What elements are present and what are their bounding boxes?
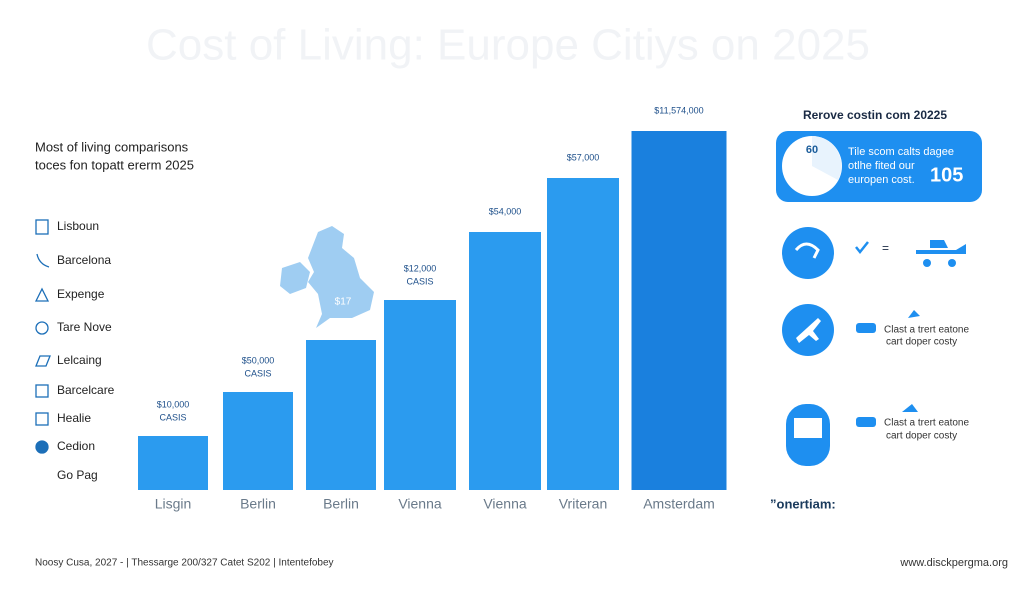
icon xyxy=(856,417,876,427)
icon xyxy=(916,240,966,254)
subtitle: Most of living comparisons xyxy=(35,139,189,154)
bar xyxy=(469,232,541,490)
card-number: 105 xyxy=(930,164,963,186)
annotation: CASIS xyxy=(406,276,433,286)
bar xyxy=(384,300,456,490)
footer: www.disckpergma.org xyxy=(899,557,1008,569)
row-text: cart doper costy xyxy=(886,431,957,442)
icon xyxy=(948,259,956,267)
badge: 60 xyxy=(806,144,818,156)
annotation: $57,000 xyxy=(567,152,600,162)
annotation: $54,000 xyxy=(489,206,522,216)
x-tick-label: Berlin xyxy=(323,496,359,512)
side-item[interactable]: Healie xyxy=(57,411,91,425)
row-text: Clast a trert eatone xyxy=(884,418,969,429)
icon xyxy=(794,418,822,438)
side-item[interactable]: Lelcaing xyxy=(57,353,102,367)
annotation: CASIS xyxy=(159,412,186,422)
side-item[interactable]: Barcelona xyxy=(57,253,111,267)
bar xyxy=(223,392,293,490)
panel-footer: ”onertiam: xyxy=(770,496,836,511)
x-tick-label: Amsterdam xyxy=(643,496,715,512)
panel-title: Rerove costin com 20225 xyxy=(803,108,947,122)
x-tick-label: Berlin xyxy=(240,496,276,512)
bar xyxy=(631,131,727,490)
card-text: europen cost. xyxy=(848,174,915,186)
side-item[interactable]: Expenge xyxy=(57,287,105,301)
subtitle: toces fon topatt ererm 2025 xyxy=(35,157,194,172)
icon xyxy=(35,321,49,335)
annotation: $50,000 xyxy=(242,355,275,365)
side-item[interactable]: Tare Nove xyxy=(57,320,112,334)
x-tick-label: Lisgin xyxy=(155,496,192,512)
x-tick-label: Vienna xyxy=(398,496,442,512)
side-item[interactable]: Lisboun xyxy=(57,219,99,233)
icon xyxy=(36,253,50,268)
icon xyxy=(856,323,876,333)
map xyxy=(280,226,374,328)
bar xyxy=(547,178,619,490)
icon xyxy=(794,242,820,259)
icon xyxy=(35,412,49,426)
icon xyxy=(923,259,931,267)
annotation: $10,000 xyxy=(157,399,190,409)
card-text: Tile scom calts dagee xyxy=(848,146,954,158)
icon xyxy=(782,227,834,279)
side-item[interactable]: Cedion xyxy=(57,439,95,453)
bar xyxy=(138,436,208,490)
icon xyxy=(796,318,821,343)
map-label: $17 xyxy=(335,297,352,308)
icon xyxy=(35,384,49,398)
annotation: $11,574,000 xyxy=(654,105,703,115)
side-item[interactable]: Go Pag xyxy=(57,468,98,482)
gauge-slice xyxy=(812,136,842,180)
bar xyxy=(306,340,376,490)
icon xyxy=(35,440,49,454)
side-item[interactable]: Barcelcare xyxy=(57,383,115,397)
icon xyxy=(34,287,50,302)
chart-title: Cost of Living: Europe Citiys on 2025 xyxy=(146,21,870,70)
sidebar xyxy=(34,219,51,454)
icon xyxy=(35,219,49,235)
annotation: CASIS xyxy=(244,368,271,378)
icon xyxy=(855,241,869,255)
row-text: Clast a trert eatone xyxy=(884,325,969,336)
footer: Noosy Cusa, 2027 - | Thessarge 200/327 C… xyxy=(35,558,334,569)
icon xyxy=(902,404,918,412)
annotation: $12,000 xyxy=(404,263,437,273)
card-text: otlhe fited our xyxy=(848,160,915,172)
row-text: = xyxy=(882,241,889,255)
row-text: cart doper costy xyxy=(886,337,957,348)
icon xyxy=(908,310,920,318)
icon xyxy=(35,355,51,367)
bars: Lisgin $10,000 CASIS Berlin $50,000 CASIS Berl… xyxy=(138,105,727,512)
x-tick-label: Vienna xyxy=(483,496,527,512)
x-tick-label: Vriteran xyxy=(559,496,608,512)
